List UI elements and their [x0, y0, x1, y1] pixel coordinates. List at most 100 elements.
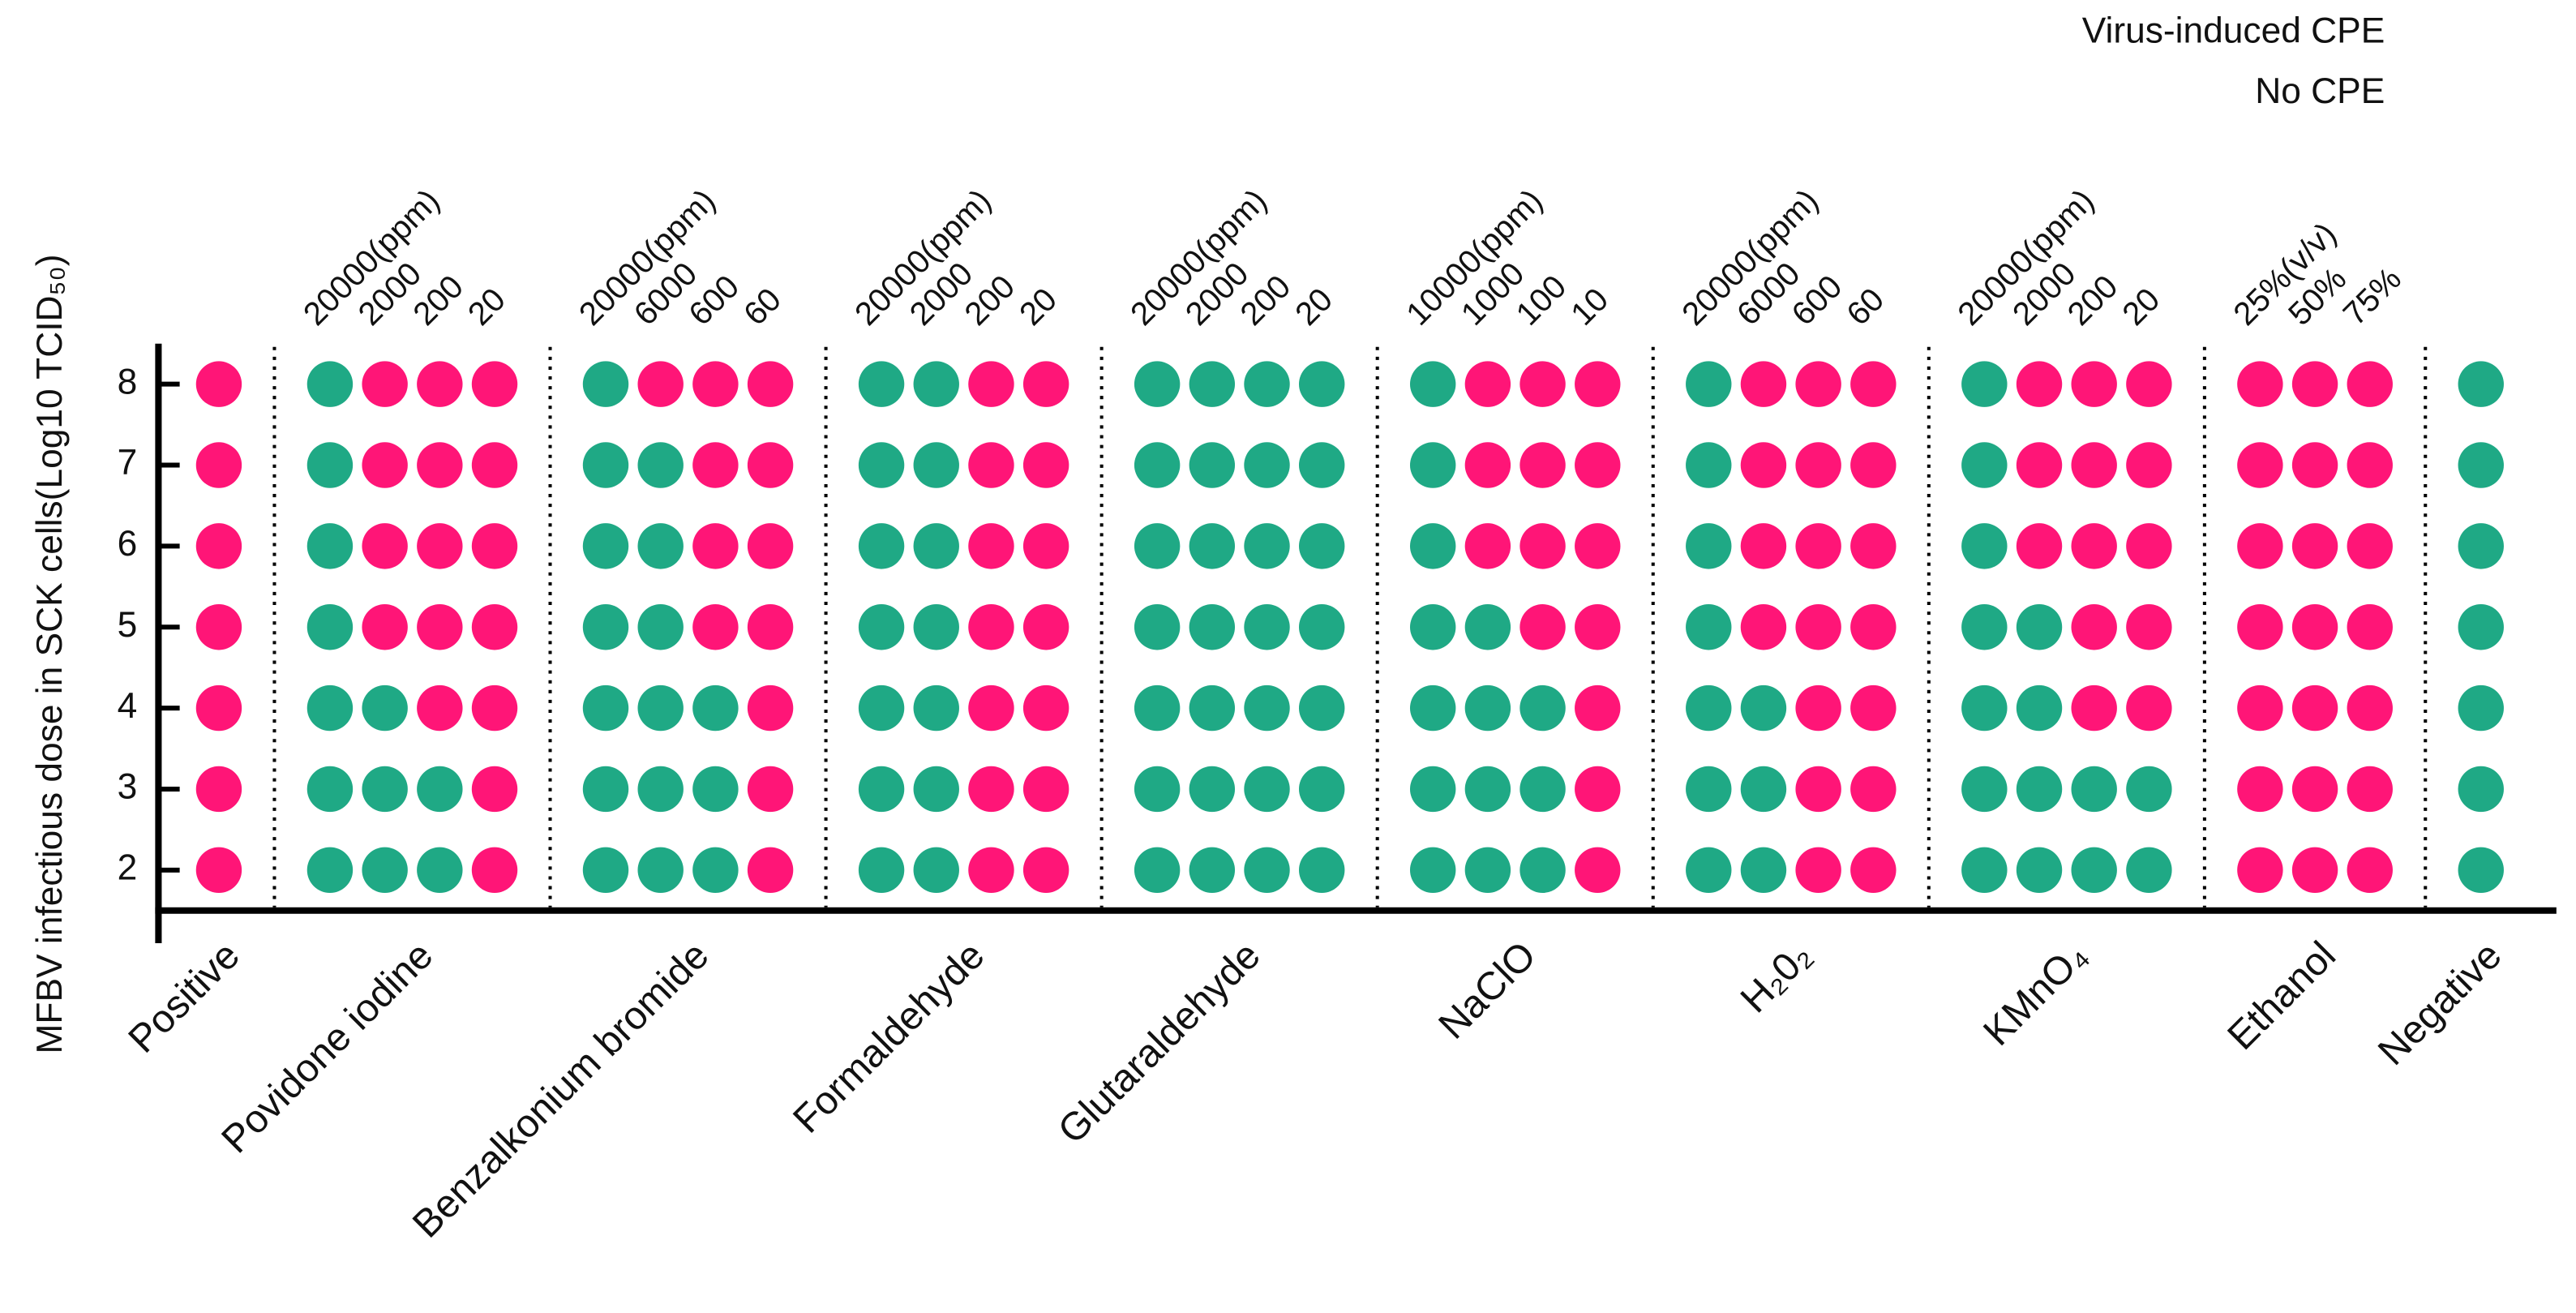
y-tick-label: 6 [118, 524, 138, 564]
dot [2071, 442, 2117, 488]
dot [362, 442, 408, 488]
dot [692, 442, 739, 488]
dot [1134, 361, 1181, 407]
dot [2016, 442, 2063, 488]
dot [2126, 604, 2172, 650]
dot [2458, 523, 2504, 569]
dot [747, 523, 794, 569]
dot [692, 684, 739, 732]
dot [1850, 684, 1897, 732]
dot [195, 847, 242, 894]
dot [1686, 766, 1732, 813]
dot [2347, 604, 2393, 650]
dot [2458, 766, 2504, 813]
dot [2016, 766, 2063, 813]
dot [1022, 684, 1069, 732]
dot [582, 766, 629, 813]
dot [2126, 442, 2172, 488]
dot [417, 442, 463, 488]
dot [1189, 442, 1236, 488]
dot [1686, 442, 1732, 488]
column-label: 60 [737, 281, 789, 333]
dot [2347, 684, 2393, 732]
dot [1519, 766, 1566, 813]
dot [417, 523, 463, 569]
dot [858, 604, 905, 650]
dot [1409, 766, 1456, 813]
dot [747, 766, 794, 813]
dot [1244, 847, 1290, 894]
dot [1022, 361, 1069, 407]
dot [195, 361, 242, 407]
dot [1575, 442, 1621, 488]
dot [1850, 604, 1897, 650]
dot [968, 847, 1014, 894]
dot [306, 766, 354, 813]
column-label: 20 [1288, 281, 1340, 333]
dot [968, 523, 1014, 569]
dot [1575, 766, 1621, 813]
dot [1740, 442, 1787, 488]
legend-label: Virus-induced CPE [2082, 11, 2385, 51]
dot [1244, 604, 1290, 650]
dot [417, 604, 463, 650]
dot [582, 361, 629, 407]
dot [306, 361, 354, 407]
dot [1189, 847, 1236, 894]
dot [1189, 523, 1236, 569]
dot [1022, 523, 1069, 569]
dot [2237, 523, 2283, 569]
dot [1464, 766, 1511, 813]
dot [1464, 361, 1511, 407]
dot [637, 847, 684, 894]
dot [1961, 442, 2008, 488]
dot [1189, 604, 1236, 650]
dot [1795, 604, 1841, 650]
dot [2016, 523, 2063, 569]
dot [1022, 442, 1069, 488]
dot [747, 442, 794, 488]
dot [858, 684, 905, 732]
dot [306, 604, 354, 650]
dot [1961, 361, 2008, 407]
legend-label: No CPE [2255, 71, 2385, 111]
dot [1795, 523, 1841, 569]
dot [1022, 847, 1069, 894]
dot [692, 847, 739, 894]
column-label: 20 [1013, 281, 1065, 333]
dot [1244, 684, 1290, 732]
dot [582, 604, 629, 650]
dot [1740, 604, 1787, 650]
dot [362, 523, 408, 569]
dot [1740, 766, 1787, 813]
dot [2237, 766, 2283, 813]
dot [417, 766, 463, 813]
dot [1189, 766, 1236, 813]
dot [1961, 766, 2008, 813]
dot [362, 604, 408, 650]
dot [1686, 847, 1732, 894]
dot [1961, 847, 2008, 894]
dot [1740, 361, 1787, 407]
dot [1961, 523, 2008, 569]
dot [1022, 766, 1069, 813]
dot [1961, 604, 2008, 650]
dot [2071, 361, 2117, 407]
dot [1409, 442, 1456, 488]
dot [582, 442, 629, 488]
dot [471, 847, 518, 894]
group-label: Negative [2370, 933, 2510, 1074]
dot [582, 847, 629, 894]
dot [1519, 684, 1566, 732]
dot [2126, 523, 2172, 569]
dot [1134, 684, 1181, 732]
group-label: H₂0₂ [1732, 933, 1819, 1021]
dot [2071, 766, 2117, 813]
dot [913, 523, 959, 569]
dot [1686, 684, 1732, 732]
dot [2237, 604, 2283, 650]
dot [2291, 361, 2338, 407]
dot [2291, 442, 2338, 488]
dot [968, 361, 1014, 407]
dot [417, 847, 463, 894]
